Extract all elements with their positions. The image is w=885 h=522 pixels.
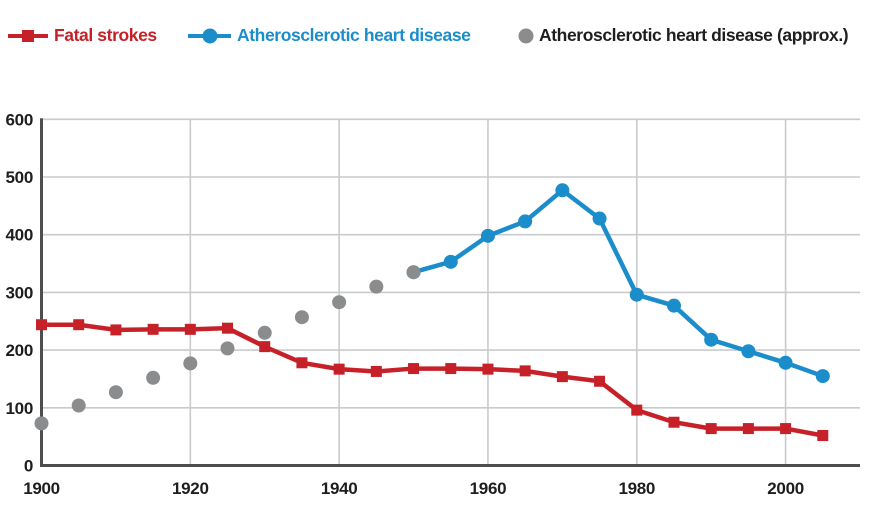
x-tick-label: 1960 (470, 479, 507, 498)
data-point-fatal-strokes (147, 323, 159, 335)
data-point-heart-disease (704, 332, 719, 347)
circle-marker-icon (518, 28, 533, 43)
legend-label-heart-disease: Atherosclerotic heart disease (237, 25, 471, 45)
data-point-heart-disease-approx (257, 325, 272, 340)
data-point-fatal-strokes (445, 363, 457, 375)
data-point-fatal-strokes (73, 319, 85, 331)
data-point-fatal-strokes (36, 319, 47, 331)
data-point-heart-disease-approx (369, 279, 384, 294)
data-point-fatal-strokes (742, 423, 754, 435)
data-point-heart-disease (555, 183, 570, 198)
data-point-fatal-strokes (482, 363, 494, 375)
data-point-fatal-strokes (668, 416, 680, 428)
data-point-heart-disease-approx (108, 385, 123, 400)
data-point-heart-disease-approx (34, 416, 49, 431)
data-point-heart-disease (443, 254, 458, 269)
legend-item-fatal-strokes: Fatal strokes (8, 25, 157, 46)
x-tick-label: 1920 (172, 479, 209, 498)
data-point-heart-disease (815, 369, 830, 384)
y-tick-label: 100 (6, 399, 33, 418)
data-point-heart-disease-approx (294, 310, 309, 325)
data-point-fatal-strokes (333, 363, 345, 375)
blue-circle-line-marker-icon (188, 28, 231, 44)
data-point-heart-disease-approx (220, 341, 235, 356)
series-line-fatal-strokes (41, 322, 824, 438)
data-point-fatal-strokes (780, 423, 792, 435)
y-tick-label: 200 (6, 341, 33, 360)
data-point-heart-disease-approx (406, 265, 421, 280)
data-point-fatal-strokes (594, 375, 606, 387)
series-line-heart-disease (412, 187, 824, 379)
x-tick-label: 1980 (618, 479, 655, 498)
data-point-fatal-strokes (631, 404, 643, 416)
data-point-heart-disease (741, 344, 756, 359)
legend-item-heart-disease: Atherosclerotic heart disease (188, 25, 471, 46)
data-point-heart-disease (629, 287, 644, 302)
data-point-fatal-strokes (705, 423, 717, 435)
data-point-heart-disease-approx (71, 398, 86, 413)
data-point-fatal-strokes (519, 365, 531, 377)
red-square-line-marker-icon (8, 28, 48, 44)
gray-circle-marker-icon (518, 28, 533, 44)
data-point-heart-disease-approx (146, 370, 161, 385)
square-marker-icon (22, 29, 34, 42)
y-tick-label: 500 (6, 168, 33, 187)
data-point-heart-disease (592, 211, 607, 226)
data-point-fatal-strokes (296, 357, 308, 369)
data-point-heart-disease-approx (183, 356, 198, 371)
data-point-fatal-strokes (370, 365, 382, 377)
data-point-fatal-strokes (408, 363, 420, 375)
data-point-fatal-strokes (184, 323, 196, 335)
data-point-fatal-strokes (110, 324, 122, 336)
x-tick-label: 1940 (321, 479, 358, 498)
data-point-fatal-strokes (259, 341, 271, 353)
circle-marker-icon (202, 28, 217, 43)
y-tick-label: 0 (24, 457, 33, 476)
data-point-fatal-strokes (556, 371, 568, 383)
data-point-fatal-strokes (222, 322, 234, 334)
data-point-heart-disease (666, 298, 681, 313)
y-tick-label: 300 (6, 283, 33, 302)
chart-legend: Fatal strokes Atherosclerotic heart dise… (0, 0, 885, 60)
y-tick-label: 400 (6, 226, 33, 245)
y-tick-label: 600 (6, 110, 33, 129)
legend-label-fatal-strokes: Fatal strokes (54, 25, 157, 45)
data-point-heart-disease (778, 355, 793, 370)
data-point-heart-disease (518, 214, 533, 229)
data-point-heart-disease-approx (332, 295, 347, 310)
x-tick-label: 2000 (767, 479, 804, 498)
data-point-fatal-strokes (817, 429, 829, 441)
legend-item-heart-disease-approx: Atherosclerotic heart disease (approx.) (518, 25, 849, 46)
legend-label-heart-disease-approx: Atherosclerotic heart disease (approx.) (539, 25, 849, 45)
x-tick-label: 1900 (23, 479, 60, 498)
data-point-heart-disease (480, 228, 495, 243)
